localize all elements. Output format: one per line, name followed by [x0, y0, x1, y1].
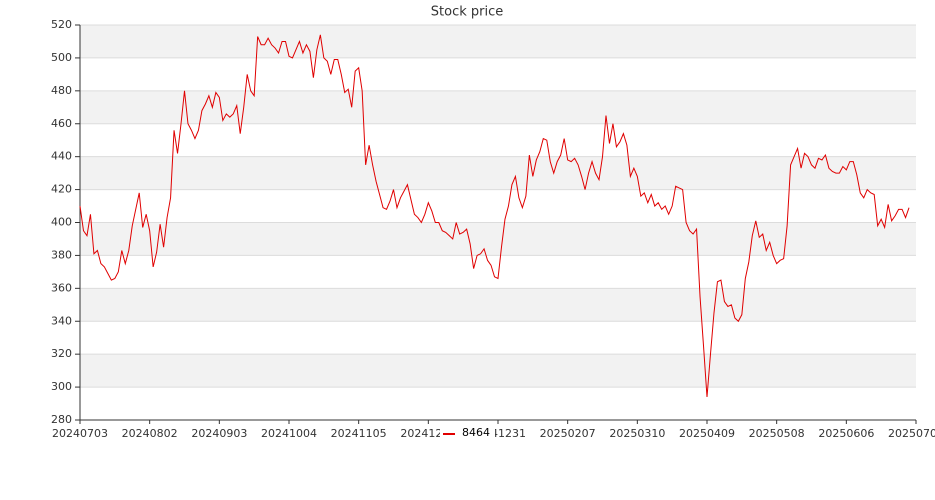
chart-title: Stock price — [431, 5, 503, 20]
x-tick-label: 20241105 — [331, 427, 387, 440]
y-tick-label: 460 — [51, 117, 72, 130]
x-tick-label: 20250207 — [540, 427, 596, 440]
y-tick-label: 380 — [51, 248, 72, 261]
grid-band — [80, 288, 916, 322]
y-tick-label: 300 — [51, 380, 72, 393]
x-tick-label: 20250508 — [749, 427, 805, 440]
y-tick-label: 420 — [51, 183, 72, 196]
x-tick-label: 20250310 — [609, 427, 665, 440]
grid-band — [80, 354, 916, 388]
legend-box — [440, 425, 495, 441]
y-tick-label: 360 — [51, 281, 72, 294]
grid-band — [80, 25, 916, 58]
x-tick-label: 20240903 — [191, 427, 247, 440]
y-tick-label: 320 — [51, 347, 72, 360]
y-tick-label: 400 — [51, 216, 72, 229]
x-tick-label: 20240802 — [122, 427, 178, 440]
legend-label: 8464 — [462, 426, 490, 439]
y-tick-label: 440 — [51, 150, 72, 163]
x-tick-label: 20250704 — [888, 427, 935, 440]
x-tick-label: 20241004 — [261, 427, 317, 440]
x-tick-label: 20250606 — [818, 427, 874, 440]
y-tick-label: 340 — [51, 314, 72, 327]
grid-band — [80, 222, 916, 256]
y-tick-label: 520 — [51, 18, 72, 31]
y-tick-label: 280 — [51, 413, 72, 426]
price-line — [79, 34, 910, 398]
grid-band — [80, 156, 916, 190]
y-tick-label: 480 — [51, 84, 72, 97]
grid-band — [80, 90, 916, 124]
x-tick-label: 20240703 — [52, 427, 108, 440]
x-tick-label: 20250409 — [679, 427, 735, 440]
y-tick-label: 500 — [51, 51, 72, 64]
